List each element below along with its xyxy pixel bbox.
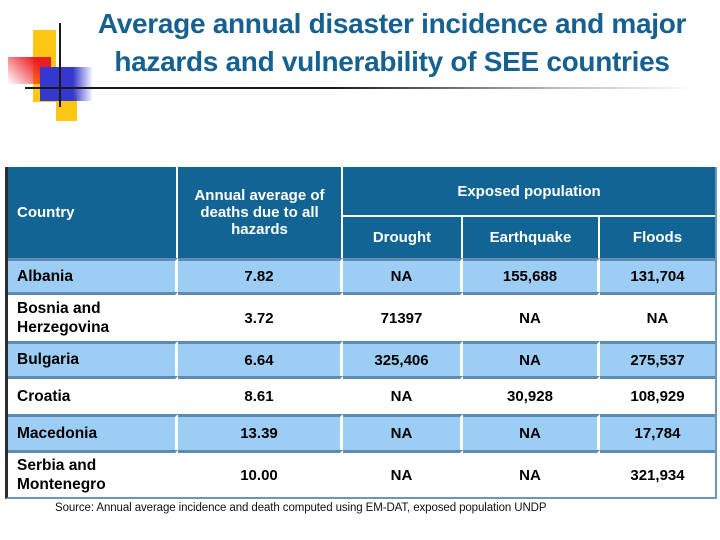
cell-country: Bulgaria [8, 341, 178, 376]
cell-earthquake: NA [463, 450, 600, 497]
cell-drought: NA [343, 414, 463, 450]
cell-earthquake: NA [463, 414, 600, 450]
cell-floods: 275,537 [600, 341, 715, 376]
cell-drought: 71397 [343, 292, 463, 341]
cell-earthquake: NA [463, 341, 600, 376]
column-header-country: Country [8, 167, 178, 258]
vertical-crosshair-line [59, 23, 61, 107]
cell-deaths: 6.64 [178, 341, 343, 376]
cell-deaths: 10.00 [178, 450, 343, 497]
slide-title-line1: Average annual disaster incidence and ma… [97, 8, 687, 39]
cell-floods: 131,704 [600, 258, 715, 292]
disaster-table: Country Annual average of deaths due to … [5, 167, 717, 499]
cell-drought: NA [343, 376, 463, 414]
slide-title-line2: hazards and vulnerability of SEE countri… [114, 46, 670, 77]
yellow-square-small-decoration [56, 95, 77, 121]
table-header-row-top: Country Annual average of deaths due to … [8, 167, 715, 258]
cell-country: Macedonia [8, 414, 178, 450]
table-row: Bosnia and Herzegovina 3.72 71397 NA NA [8, 292, 715, 341]
table-row: Croatia 8.61 NA 30,928 108,929 [8, 376, 715, 414]
blue-square-decoration [40, 67, 93, 101]
cell-country: Albania [8, 258, 178, 292]
table-row: Macedonia 13.39 NA NA 17,784 [8, 414, 715, 450]
cell-earthquake: NA [463, 292, 600, 341]
cell-deaths: 13.39 [178, 414, 343, 450]
cell-country: Bosnia and Herzegovina [8, 292, 178, 341]
cell-deaths: 3.72 [178, 292, 343, 341]
table-row: Albania 7.82 NA 155,688 131,704 [8, 258, 715, 292]
slide-title: Average annual disaster incidence and ma… [72, 5, 712, 81]
column-header-earthquake: Earthquake [463, 217, 600, 258]
cell-floods: 17,784 [600, 414, 715, 450]
column-header-floods: Floods [600, 217, 715, 258]
cell-country: Croatia [8, 376, 178, 414]
cell-floods: 108,929 [600, 376, 715, 414]
column-header-deaths: Annual average of deaths due to all haza… [178, 167, 343, 258]
cell-drought: NA [343, 258, 463, 292]
cell-drought: NA [343, 450, 463, 497]
cell-floods: NA [600, 292, 715, 341]
cell-earthquake: 155,688 [463, 258, 600, 292]
source-note: Source: Annual average incidence and dea… [55, 502, 547, 514]
column-header-drought: Drought [343, 217, 463, 258]
table-row: Bulgaria 6.64 325,406 NA 275,537 [8, 341, 715, 376]
cell-deaths: 7.82 [178, 258, 343, 292]
table-header-row-sub: Drought Earthquake Floods [8, 217, 715, 258]
cell-floods: 321,934 [600, 450, 715, 497]
table-row: Serbia and Montenegro 10.00 NA NA 321,93… [8, 450, 715, 497]
cell-earthquake: 30,928 [463, 376, 600, 414]
cell-drought: 325,406 [343, 341, 463, 376]
title-underline-rule [25, 87, 712, 89]
cell-deaths: 8.61 [178, 376, 343, 414]
cell-country: Serbia and Montenegro [8, 450, 178, 497]
column-header-exposed-population: Exposed population [343, 167, 715, 217]
